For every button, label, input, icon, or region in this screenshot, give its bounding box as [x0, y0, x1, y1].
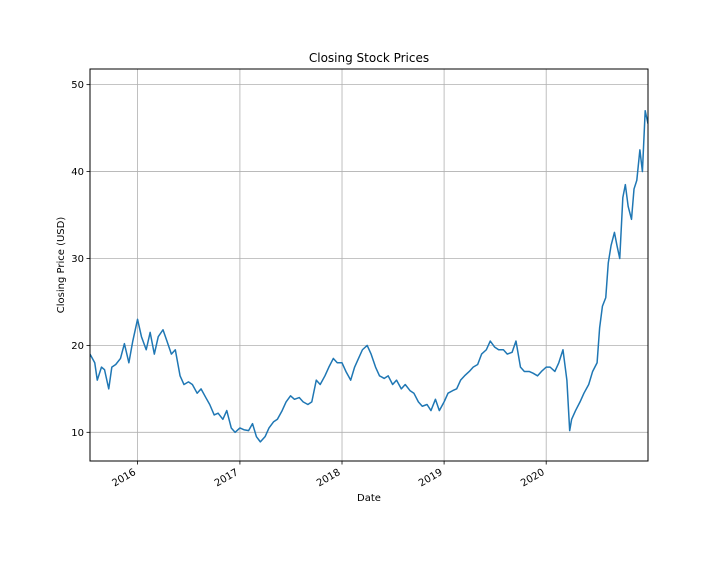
- axes-frame: [89, 68, 649, 462]
- y-axis-label: Closing Price (USD): [56, 217, 67, 314]
- series-line: [90, 109, 648, 443]
- gridlines: [90, 69, 648, 461]
- y-axis: 10 20 30 40 50: [71, 80, 90, 439]
- y-tick-label: 10: [71, 428, 84, 439]
- y-tick-label: 30: [71, 254, 84, 265]
- chart-title: Closing Stock Prices: [309, 51, 429, 65]
- y-tick-label: 50: [71, 80, 84, 91]
- y-tick-label: 40: [71, 167, 84, 178]
- plot-area: [90, 109, 648, 443]
- y-tick-label: 20: [71, 341, 84, 352]
- x-axis-label: Date: [357, 493, 381, 504]
